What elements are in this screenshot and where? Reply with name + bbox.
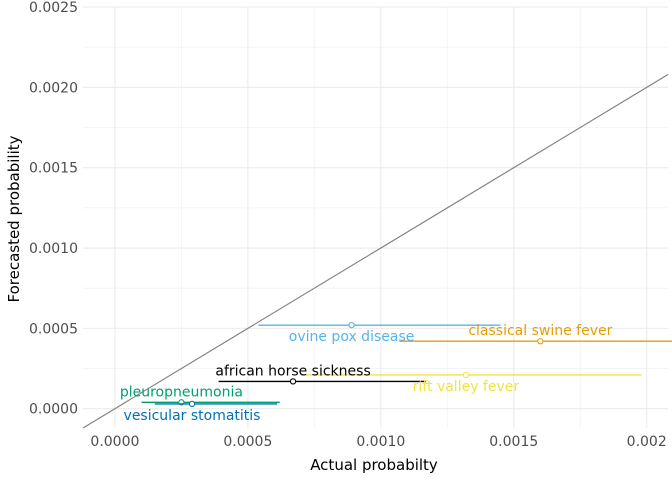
grid-minor — [83, 7, 668, 428]
point-vesicular-stomatitis — [188, 400, 196, 408]
reference-line-group — [82, 74, 669, 429]
label-classical-swine-fever: classical swine fever — [468, 323, 612, 339]
x-tick-label: 0.0010 — [356, 434, 405, 450]
series-labels-group: ovine pox disease classical swine fever af… — [120, 323, 613, 424]
point-classical-swine-fever — [537, 338, 544, 345]
x-tick-labels: 0.0000 0.0005 0.0010 0.0015 0.002 — [90, 434, 666, 450]
x-tick-label: 0.002 — [627, 434, 667, 450]
x-axis-title: Actual probabilty — [310, 456, 438, 474]
y-axis-title: Forecasted probability — [5, 135, 23, 302]
label-rift-valley-fever: rift valley fever — [413, 379, 520, 395]
y-tick-label: 0.0020 — [29, 80, 78, 96]
reference-line — [82, 74, 669, 429]
x-tick-label: 0.0005 — [223, 434, 272, 450]
label-african-horse-sickness: african horse sickness — [215, 363, 370, 379]
y-tick-label: 0.0005 — [29, 321, 78, 337]
label-pleuropneumonia: pleuropneumonia — [120, 384, 243, 400]
y-tick-label: 0.0025 — [29, 0, 78, 16]
y-tick-label: 0.0000 — [29, 402, 78, 418]
point-ovine-pox-disease — [348, 322, 355, 329]
point-rift-valley-fever — [462, 371, 470, 379]
y-tick-label: 0.0015 — [29, 161, 78, 177]
x-tick-label: 0.0000 — [90, 434, 139, 450]
label-ovine-pox-disease: ovine pox disease — [289, 329, 415, 345]
y-tick-label: 0.0010 — [29, 241, 78, 257]
point-african-horse-sickness — [289, 378, 297, 385]
label-vesicular-stomatitis: vesicular stomatitis — [124, 408, 261, 424]
y-tick-labels: 0.0000 0.0005 0.0010 0.0015 0.0020 0.0025 — [29, 0, 78, 418]
series-group — [141, 322, 672, 408]
x-tick-label: 0.0015 — [489, 434, 538, 450]
grid-major — [83, 6, 668, 428]
